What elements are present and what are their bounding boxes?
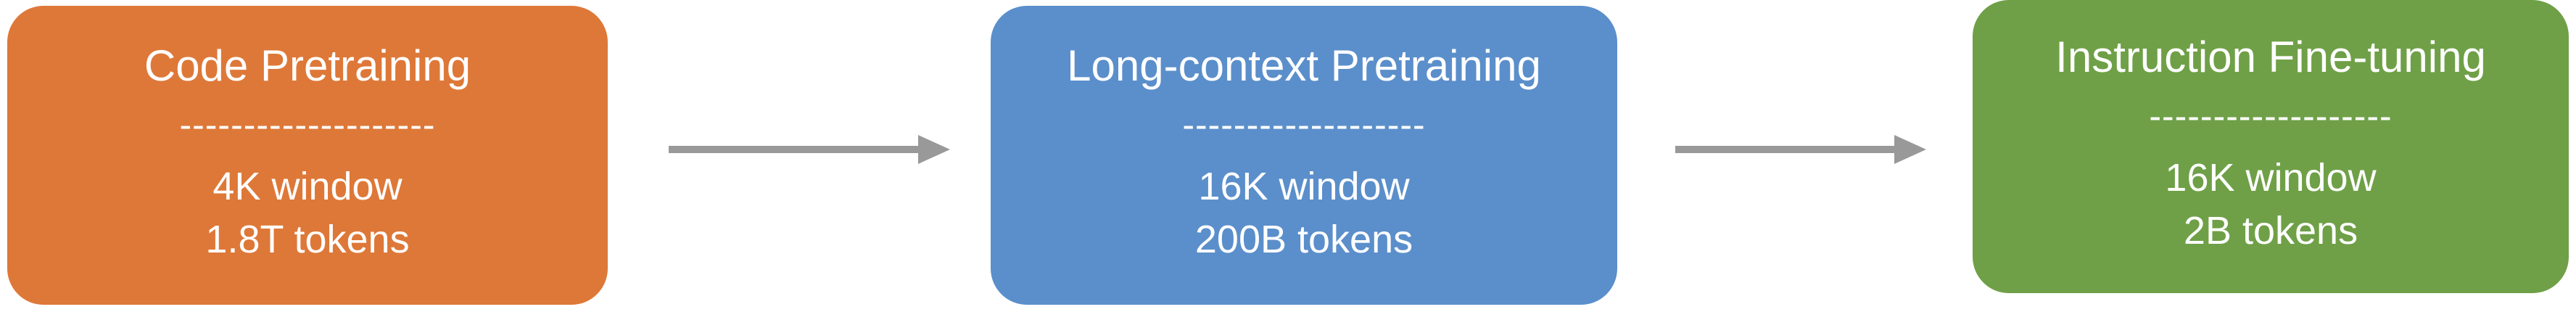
stage-details: 16K window 2B tokens bbox=[2165, 152, 2376, 258]
stage-title: Code Pretraining bbox=[144, 41, 471, 91]
arrow-right-icon bbox=[669, 135, 950, 164]
stage-divider: ------------------- bbox=[1182, 104, 1426, 146]
stage-title: Long-context Pretraining bbox=[1067, 41, 1541, 91]
stage-title: Instruction Fine-tuning bbox=[2055, 33, 2486, 82]
stage-details: 16K window 200B tokens bbox=[1195, 160, 1413, 266]
stage-divider: ------------------- bbox=[2149, 96, 2393, 137]
stage-window: 16K window bbox=[1198, 165, 1410, 209]
stage-window: 4K window bbox=[212, 165, 402, 209]
stage-box-long-context-pretraining: Long-context Pretraining ---------------… bbox=[991, 6, 1617, 305]
stage-details: 4K window 1.8T tokens bbox=[205, 160, 409, 266]
stage-divider: -------------------- bbox=[179, 104, 436, 146]
stage-window: 16K window bbox=[2165, 156, 2377, 200]
stage-tokens: 1.8T tokens bbox=[205, 218, 410, 261]
stage-box-instruction-fine-tuning: Instruction Fine-tuning ----------------… bbox=[1973, 0, 2569, 293]
arrow-right-icon bbox=[1675, 135, 1926, 164]
stage-tokens: 2B tokens bbox=[2183, 209, 2358, 253]
stage-tokens: 200B tokens bbox=[1194, 218, 1413, 261]
stage-box-code-pretraining: Code Pretraining -------------------- 4K… bbox=[7, 6, 608, 305]
